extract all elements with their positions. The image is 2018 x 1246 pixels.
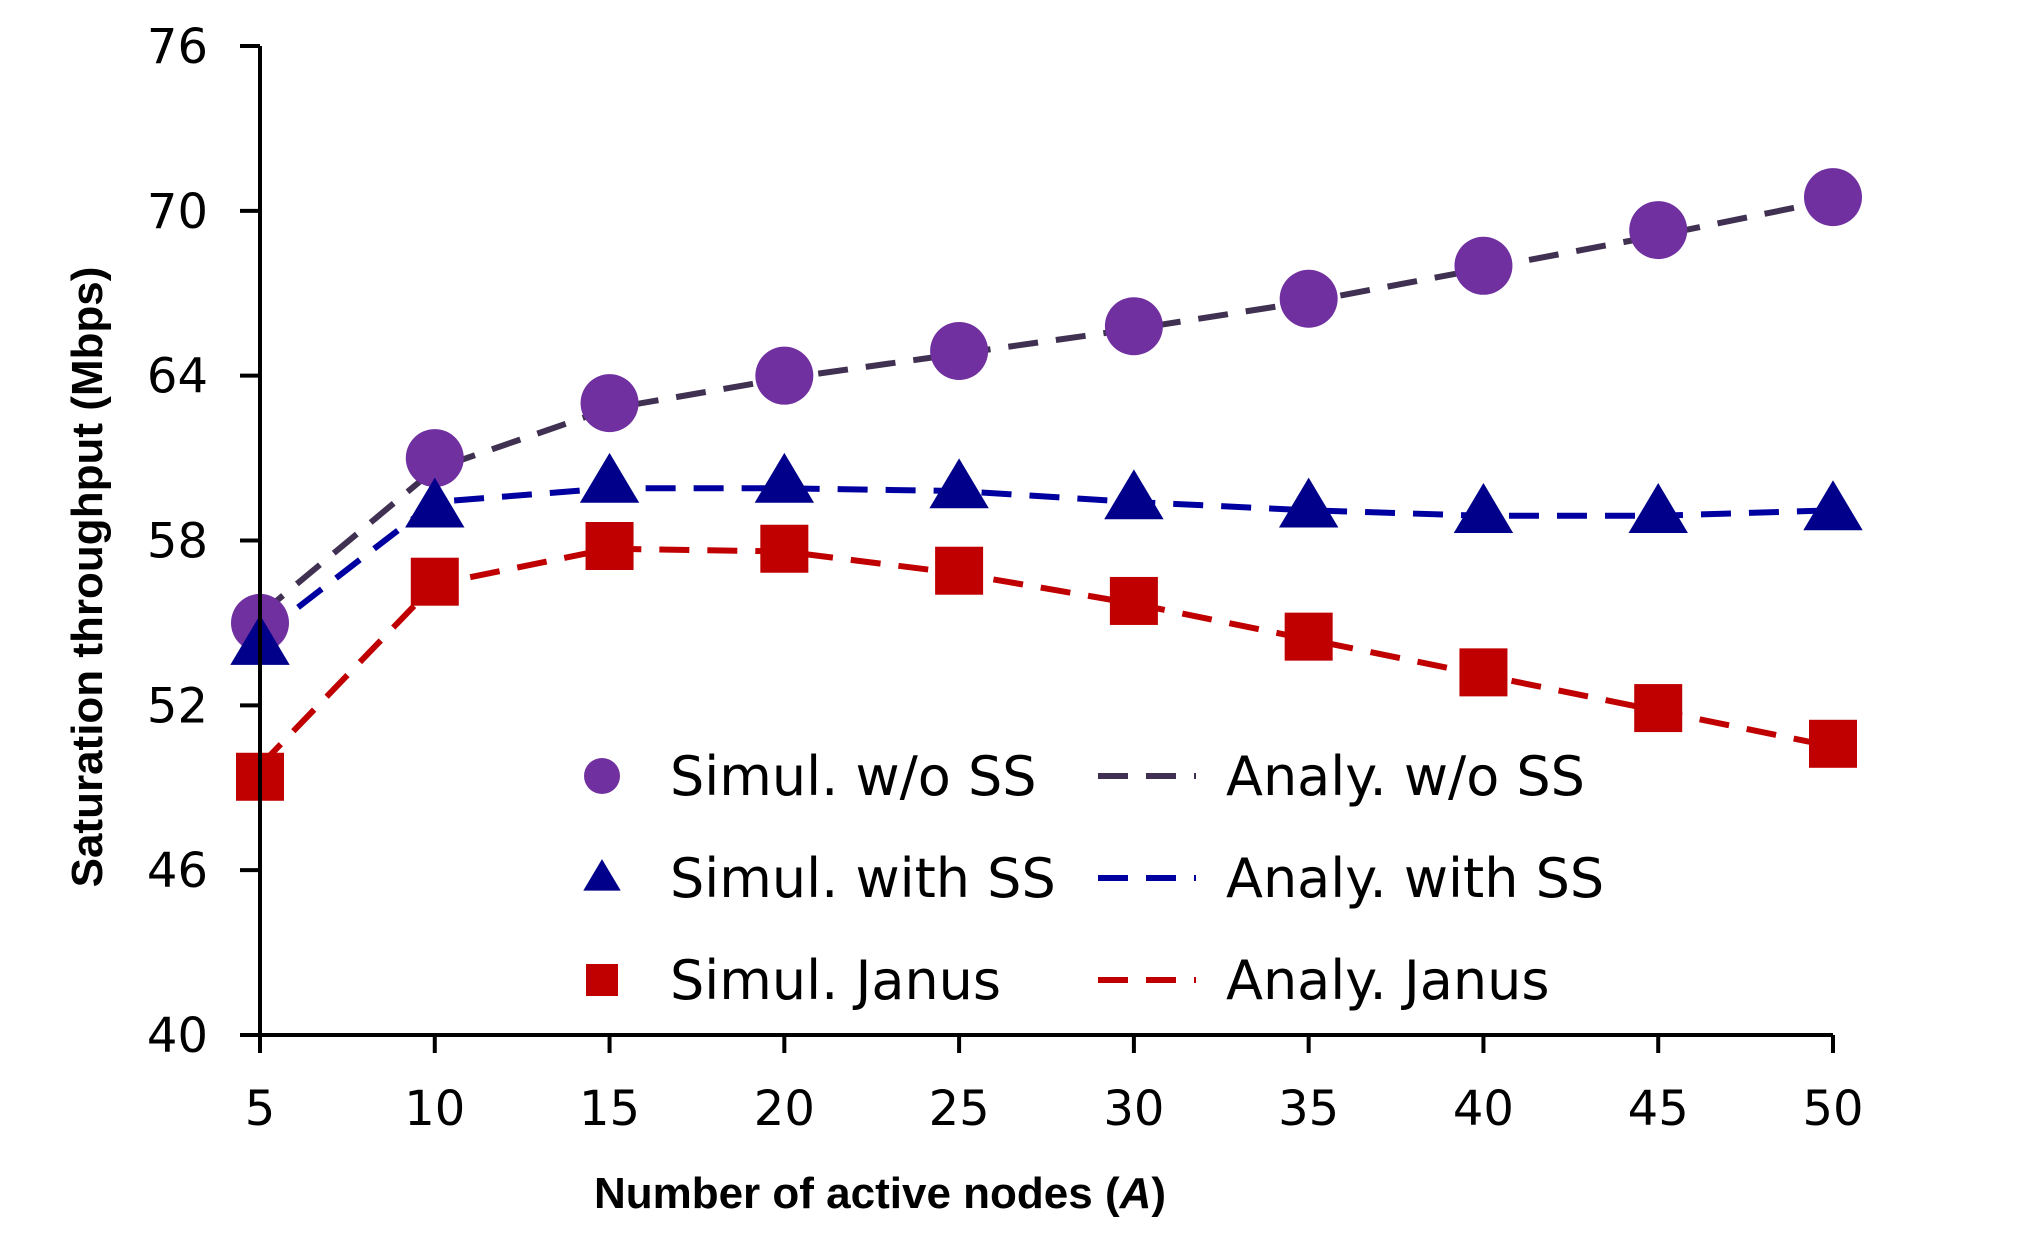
data-point-simul-janus-15 [585,521,634,570]
y-tick-label-70: 70 [147,184,208,240]
x-tick-label-10: 10 [404,1081,465,1137]
legend-label-simul-janus: Simul. Janus [670,949,1001,1012]
x-tick-label-20: 20 [754,1081,815,1137]
y-tick-label-40: 40 [147,1008,208,1064]
data-point-simul-with-ss-40 [1453,483,1514,534]
data-point-simul-with-ss-30 [1104,469,1164,520]
data-point-simul-janus-35 [1284,612,1333,661]
legend: Simul. w/o SS Simul. with SS Simul. Janus A… [583,745,1604,1012]
x-tick-label-40: 40 [1453,1081,1514,1137]
data-point-simul-w-o-ss-20 [755,346,814,405]
data-point-simul-w-o-ss-40 [1454,236,1513,295]
data-point-simul-w-o-ss-15 [580,374,639,433]
data-point-simul-janus-25 [935,546,984,595]
data-point-simul-w-o-ss-35 [1279,269,1338,328]
data-point-simul-janus-30 [1109,576,1158,625]
data-point-simul-janus-10 [410,557,459,606]
data-point-simul-with-ss-35 [1278,477,1339,528]
x-tick-label-35: 35 [1278,1081,1339,1137]
y-tick-label-64: 64 [147,349,208,405]
legend-marker-simul-w-o-ss [584,758,620,794]
x-axis-ticks: 5 10 15 20 25 30 35 40 45 50 [245,1035,1864,1137]
legend-label-analy-janus: Analy. Janus [1226,949,1549,1012]
x-tick-label-15: 15 [579,1081,640,1137]
series-line-analy-with-ss [258,485,1834,640]
legend-marker-simul-janus [586,964,618,996]
data-point-simul-with-ss-20 [754,452,815,503]
legend-label-analy-with-ss: Analy. with SS [1226,847,1604,910]
data-point-simul-janus-20 [760,524,809,573]
series-line-analy-w-o-ss [258,196,1834,617]
x-tick-label-50: 50 [1802,1081,1863,1137]
data-point-simul-with-ss-25 [929,458,989,509]
y-tick-label-58: 58 [147,514,208,570]
x-tick-label-30: 30 [1103,1081,1164,1137]
x-axis-title-variable: A [1119,1169,1152,1218]
x-axis-title-close: ) [1151,1169,1166,1218]
data-point-simul-with-ss-10 [405,477,465,528]
data-point-simul-janus-45 [1634,684,1683,733]
x-tick-label-45: 45 [1628,1081,1689,1137]
y-tick-label-46: 46 [147,843,208,899]
data-point-simul-w-o-ss-50 [1804,168,1862,227]
data-point-simul-with-ss-50 [1803,480,1863,531]
legend-label-simul-with-ss: Simul. with SS [670,847,1056,910]
x-tick-label-25: 25 [929,1081,990,1137]
y-axis-ticks: 40 46 52 58 64 70 76 [147,19,260,1064]
x-tick-label-5: 5 [245,1081,276,1137]
x-axis-title: Number of active nodes (A) [594,1169,1166,1218]
series-line-analy-janus [257,545,1834,768]
plot-markers [230,168,1863,801]
data-point-simul-janus-40 [1459,648,1508,697]
legend-label-analy-w-o-ss: Analy. w/o SS [1226,745,1585,808]
legend-marker-simul-with-ss [583,859,621,891]
data-point-simul-w-o-ss-25 [930,321,989,380]
y-axis-title: Saturation throughput (Mbps) [63,267,112,888]
data-point-simul-w-o-ss-30 [1104,297,1163,356]
y-tick-label-76: 76 [147,19,208,75]
plot-lines [257,196,1834,768]
data-point-simul-with-ss-45 [1628,483,1688,534]
legend-label-simul-w-o-ss: Simul. w/o SS [670,745,1037,808]
data-point-simul-w-o-ss-45 [1629,201,1688,260]
data-point-simul-w-o-ss-10 [405,429,464,488]
data-point-simul-janus-50 [1809,719,1857,768]
y-tick-label-52: 52 [147,678,208,734]
x-axis-title-text: Number of active nodes ( [594,1169,1120,1218]
data-point-simul-with-ss-15 [579,452,640,503]
